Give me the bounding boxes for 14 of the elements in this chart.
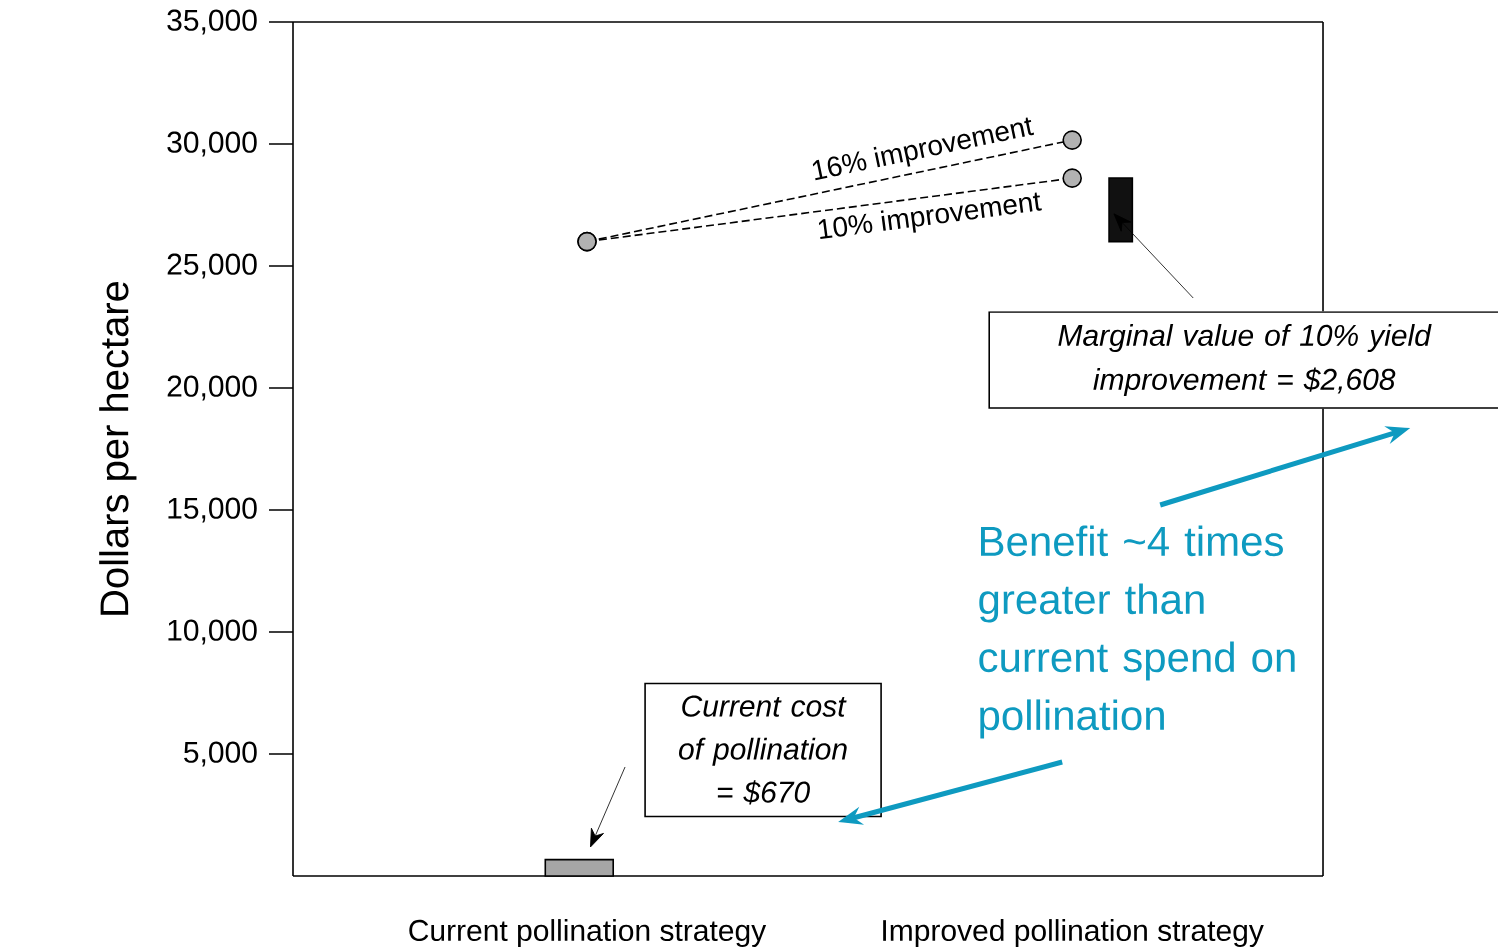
y-tick-label: 25,000 <box>167 253 257 279</box>
y-tick-label: 20,000 <box>167 375 257 401</box>
y-axis-title: Dollars per hectare <box>99 281 137 615</box>
y-tick-label: 35,000 <box>167 9 257 35</box>
x-tick-label: Improved pollination strategy <box>883 919 1264 948</box>
annotation: Marginal value of 10% yield improvement = $2,608 <box>1058 324 1432 396</box>
y-tick-label: 5,000 <box>184 741 257 767</box>
annotation: Benefit ~4 times greater than current spend on pollination <box>979 525 1295 739</box>
annotation: Current cost of pollination = $670 <box>679 695 847 805</box>
x-tick-label: Current pollination strategy <box>409 919 767 948</box>
text: 10% improvement <box>818 192 1042 240</box>
y-tick-label: 10,000 <box>168 619 257 645</box>
y-tick-label: 15,000 <box>168 497 257 523</box>
y-tick-label: 30,000 <box>167 131 257 157</box>
